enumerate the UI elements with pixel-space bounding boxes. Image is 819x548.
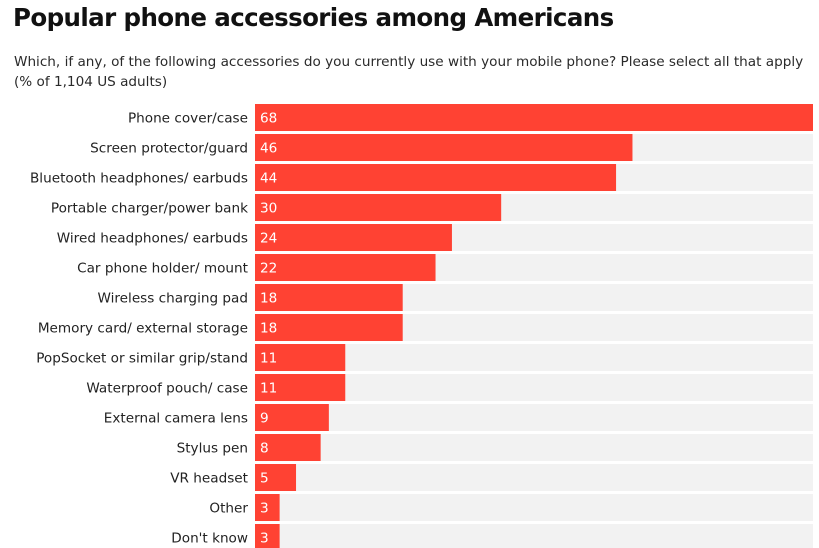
bar-track xyxy=(255,344,813,371)
category-label: Don't know xyxy=(171,531,248,547)
bar xyxy=(255,194,502,221)
bar-track xyxy=(255,434,813,461)
bar xyxy=(255,254,436,281)
bar-row: Wired headphones/ earbuds 24 xyxy=(57,224,813,251)
category-label: Portable charger/power bank xyxy=(51,201,248,217)
value-label: 3 xyxy=(260,531,269,547)
bar-row: Wireless charging pad 18 xyxy=(97,284,813,311)
category-label: Screen protector/guard xyxy=(90,141,248,157)
chart-title: Popular phone accessories among American… xyxy=(13,3,614,32)
value-label: 3 xyxy=(260,501,269,517)
chart-subtitle: Which, if any, of the following accessor… xyxy=(14,54,804,90)
bar-row: Waterproof pouch/ case 11 xyxy=(86,374,813,401)
bar-row: Bluetooth headphones/ earbuds 44 xyxy=(30,164,813,191)
category-label: Phone cover/case xyxy=(128,111,248,127)
bar xyxy=(255,164,617,191)
bar-row: Don't know 3 xyxy=(171,524,813,548)
bar-track xyxy=(255,494,813,521)
category-label: VR headset xyxy=(170,471,248,487)
category-label: Memory card/ external storage xyxy=(38,321,248,337)
category-label: Other xyxy=(209,501,248,517)
bar-track xyxy=(255,524,813,548)
category-label: Wired headphones/ earbuds xyxy=(57,231,248,247)
bar-track xyxy=(255,374,813,401)
category-label: Wireless charging pad xyxy=(97,291,248,307)
category-label: External camera lens xyxy=(104,411,248,427)
bar-row: PopSocket or similar grip/stand 11 xyxy=(36,344,813,371)
bar-track xyxy=(255,404,813,431)
bar-row: Phone cover/case 68 xyxy=(128,104,813,131)
value-label: 5 xyxy=(260,471,269,487)
value-label: 24 xyxy=(260,231,277,247)
bar xyxy=(255,134,633,161)
bar xyxy=(255,344,346,371)
bar xyxy=(255,224,452,251)
bar xyxy=(255,374,346,401)
category-label: PopSocket or similar grip/stand xyxy=(36,351,248,367)
bar xyxy=(255,524,280,548)
category-label: Stylus pen xyxy=(177,441,248,457)
value-label: 22 xyxy=(260,261,277,277)
value-label: 18 xyxy=(260,321,277,337)
bar xyxy=(255,314,403,341)
value-label: 46 xyxy=(260,141,277,157)
bar-row: Car phone holder/ mount 22 xyxy=(77,254,813,281)
value-label: 68 xyxy=(260,111,277,127)
bar-row: Memory card/ external storage 18 xyxy=(38,314,813,341)
bar-row: External camera lens 9 xyxy=(104,404,813,431)
bar-row: Stylus pen 8 xyxy=(177,434,813,461)
category-label: Waterproof pouch/ case xyxy=(86,381,248,397)
bar xyxy=(255,284,403,311)
category-label: Car phone holder/ mount xyxy=(77,261,248,277)
category-label: Bluetooth headphones/ earbuds xyxy=(30,171,248,187)
bar-row: Portable charger/power bank 30 xyxy=(51,194,813,221)
bar xyxy=(255,104,813,131)
bar xyxy=(255,464,297,491)
bar-track xyxy=(255,464,813,491)
bar-row: Screen protector/guard 46 xyxy=(90,134,813,161)
bar xyxy=(255,434,321,461)
bar xyxy=(255,494,280,521)
value-label: 44 xyxy=(260,171,277,187)
value-label: 9 xyxy=(260,411,269,427)
value-label: 11 xyxy=(260,381,277,397)
value-label: 8 xyxy=(260,441,269,457)
bar-row: VR headset 5 xyxy=(170,464,813,491)
bar xyxy=(255,404,329,431)
value-label: 30 xyxy=(260,201,277,217)
value-label: 18 xyxy=(260,291,277,307)
value-label: 11 xyxy=(260,351,277,367)
bar-row: Other 3 xyxy=(209,494,813,521)
